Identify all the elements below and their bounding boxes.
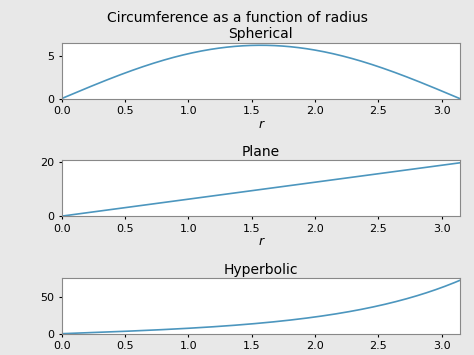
- Title: Hyperbolic: Hyperbolic: [223, 263, 298, 277]
- Title: Spherical: Spherical: [228, 27, 293, 42]
- X-axis label: r: r: [258, 118, 263, 131]
- X-axis label: r: r: [258, 353, 263, 355]
- Text: Circumference as a function of radius: Circumference as a function of radius: [107, 11, 367, 24]
- Title: Plane: Plane: [242, 145, 280, 159]
- X-axis label: r: r: [258, 235, 263, 248]
